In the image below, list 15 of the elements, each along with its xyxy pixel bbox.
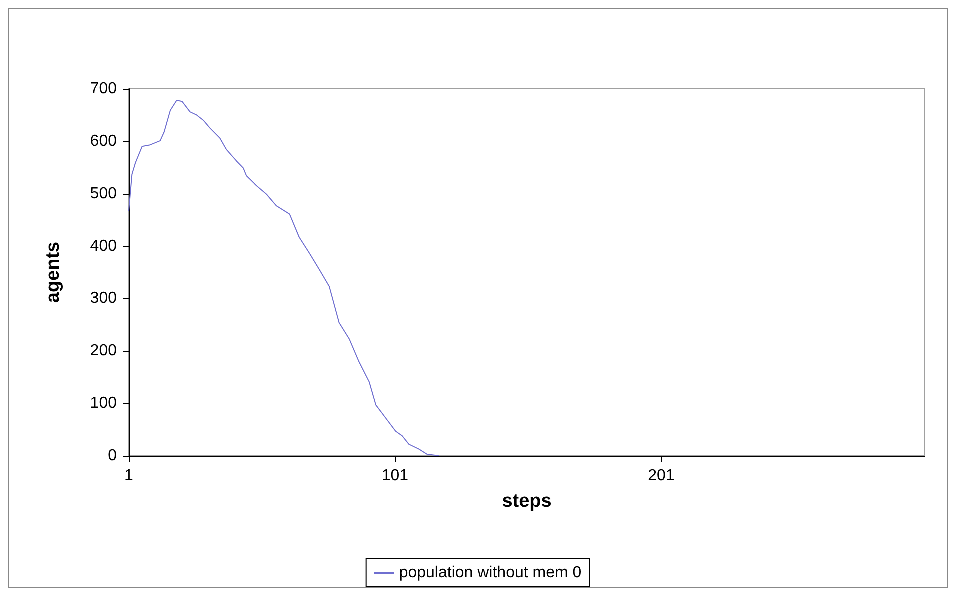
y-tick-label: 300: [90, 290, 118, 308]
y-tick-label: 400: [90, 238, 118, 255]
y-tick-label: 200: [90, 342, 118, 360]
x-axis-title: steps: [502, 491, 552, 512]
legend-label: population without mem 0: [399, 564, 582, 582]
line-series: [128, 100, 440, 456]
y-tick-label: 0: [108, 448, 118, 464]
y-tick-label: 700: [90, 80, 118, 98]
x-tick-label: 201: [648, 468, 675, 484]
y-axis-title: agents: [43, 242, 64, 304]
x-tick-label: 101: [382, 468, 409, 484]
y-tick-label: 100: [90, 395, 118, 412]
y-tick-label: 600: [90, 132, 118, 150]
x-tick-label: 1: [124, 468, 134, 484]
y-tick-label: 500: [90, 185, 118, 202]
